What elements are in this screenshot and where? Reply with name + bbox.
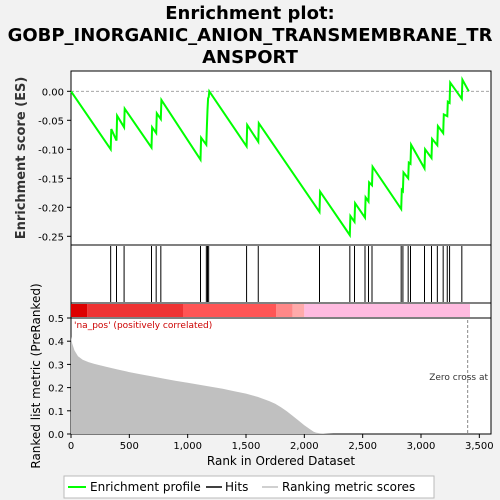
pos-correlated-label: 'na_pos' (positively correlated) xyxy=(74,321,212,331)
legend: Enrichment profile Hits Ranking metric s… xyxy=(63,475,435,499)
metric-panel: 0.0 0.1 0.2 0.3 0.4 0.5 0 500 1,000 1,500 2,000 2,… xyxy=(29,283,494,468)
colorbar-segment xyxy=(183,304,277,317)
enrichment-profile-line xyxy=(70,76,470,239)
es-y-axis-label: Enrichment score (ES) xyxy=(14,77,29,240)
metric-y-tick-label: 0.0 xyxy=(48,430,64,441)
title-line-1: Enrichment plot: xyxy=(165,3,335,24)
metric-y-tick-label: 0.2 xyxy=(48,384,64,395)
hits-panel xyxy=(70,244,492,304)
metric-y-axis-label: Ranked list metric (PreRanked) xyxy=(29,283,43,468)
colorbar-panel xyxy=(70,302,492,319)
hits-group xyxy=(110,246,463,302)
colorbar-segment xyxy=(71,304,88,317)
legend-label-ranking: Ranking metric scores xyxy=(282,480,415,494)
metric-x-axis-label: Rank in Ordered Dataset xyxy=(207,454,355,468)
es-y-ticks: 0.00 -0.05 -0.10 -0.15 -0.20 -0.25 xyxy=(38,87,71,243)
legend-label-enrichment: Enrichment profile xyxy=(90,480,201,494)
es-y-tick-label: 0.00 xyxy=(42,87,64,98)
colorbar-segment xyxy=(304,304,470,317)
zero-cross-label: Zero cross at xyxy=(429,373,488,383)
es-line-group xyxy=(70,76,470,239)
metric-y-tick-label: 0.1 xyxy=(48,407,64,418)
metric-x-tick-label: 2,000 xyxy=(290,441,319,452)
metric-x-tick-label: 500 xyxy=(120,441,139,452)
metric-y-tick-label: 0.5 xyxy=(48,314,64,325)
es-y-tick-label: -0.05 xyxy=(38,116,64,127)
metric-x-tick-label: 3,000 xyxy=(407,441,436,452)
es-y-tick-label: -0.10 xyxy=(38,145,64,156)
metric-y-ticks: 0.0 0.1 0.2 0.3 0.4 0.5 xyxy=(48,314,71,441)
metric-x-ticks: 0 500 1,000 1,500 2,000 2,500 3,000 3,500 xyxy=(68,434,494,452)
colorbar-segment xyxy=(276,304,293,317)
es-y-tick-label: -0.25 xyxy=(38,232,64,243)
legend-box xyxy=(63,475,435,499)
es-panel: 0.00 -0.05 -0.10 -0.15 -0.20 -0.25 Enrichment… xyxy=(14,70,492,246)
colorbar-segment xyxy=(87,304,183,317)
metric-x-tick-label: 1,000 xyxy=(173,441,202,452)
es-y-tick-label: -0.15 xyxy=(38,174,64,185)
metric-area-group xyxy=(71,336,470,434)
metric-y-tick-label: 0.4 xyxy=(48,337,64,348)
metric-x-tick-label: 0 xyxy=(68,441,74,452)
title-line-2: GOBP_INORGANIC_ANION_TRANSMEMBRANE_TR xyxy=(8,25,493,46)
metric-x-tick-label: 2,500 xyxy=(348,441,377,452)
ranked-metric-area xyxy=(71,336,470,434)
title-line-3: ANSPORT xyxy=(202,47,299,68)
metric-y-tick-label: 0.3 xyxy=(48,360,64,371)
es-y-tick-label: -0.20 xyxy=(38,203,64,214)
colorbar-segment xyxy=(292,304,305,317)
metric-x-tick-label: 3,500 xyxy=(465,441,494,452)
es-plot-area xyxy=(70,70,492,246)
metric-x-tick-label: 1,500 xyxy=(232,441,261,452)
colorbar-segments xyxy=(71,304,470,317)
hits-plot-area xyxy=(70,244,492,304)
legend-label-hits: Hits xyxy=(225,480,248,494)
